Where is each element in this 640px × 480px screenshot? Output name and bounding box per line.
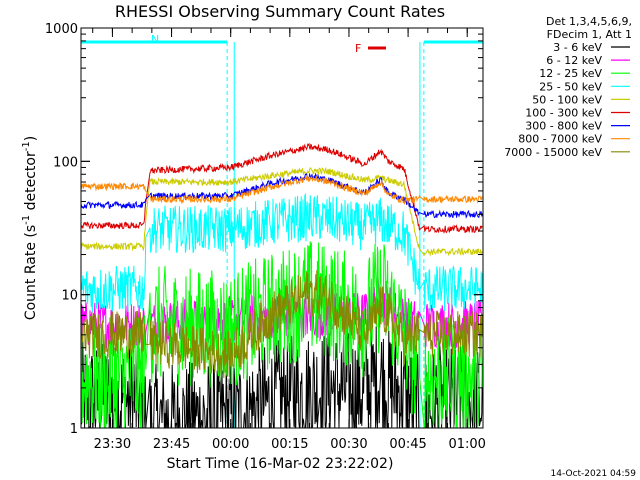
legend-label: 100 - 300 keV	[525, 107, 602, 120]
y-tick-label: 1	[70, 422, 78, 437]
legend-label: 6 - 12 keV	[546, 54, 602, 67]
legend: Det 1,3,4,5,6,9,FDecim 1, Att 13 - 6 keV…	[504, 15, 632, 159]
series-7000-15000-kev	[81, 270, 483, 379]
night-marker: N	[151, 33, 159, 46]
legend-header: Det 1,3,4,5,6,9,	[546, 15, 632, 28]
series-line	[81, 241, 483, 428]
y-tick-label: 1000	[45, 22, 78, 37]
x-tick-label: 00:45	[389, 437, 426, 452]
series-25-50-kev	[81, 192, 483, 313]
x-tick-label: 00:00	[212, 437, 249, 452]
legend-label: 7000 - 15000 keV	[504, 146, 602, 159]
legend-header: FDecim 1, Att 1	[547, 28, 632, 41]
timestamp: 14-Oct-2021 04:59	[551, 469, 637, 479]
x-tick-label: 01:00	[448, 437, 485, 452]
chart-title: RHESSI Observing Summary Count Rates	[115, 2, 445, 21]
x-tick-label: 00:30	[330, 437, 367, 452]
series-12-25-kev	[81, 241, 483, 428]
plot-frame	[80, 27, 484, 429]
x-axis-label: Start Time (16-Mar-02 23:22:02)	[167, 456, 394, 472]
legend-label: 3 - 6 keV	[553, 41, 602, 54]
x-axis: 23:30 23:45 00:00 00:15 00:30 00:45 01:00	[92, 28, 486, 452]
x-tick-label: 23:45	[153, 437, 190, 452]
legend-label: 800 - 7000 keV	[518, 133, 602, 146]
series-layer	[81, 142, 483, 428]
y-axis-label: Count Rate (s-1 detector-1)	[21, 136, 39, 320]
series-100-300-kev	[81, 142, 483, 235]
y-tick-label: 10	[61, 289, 78, 304]
x-tick-label: 23:30	[94, 437, 131, 452]
series-line	[81, 166, 483, 257]
x-tick-label: 00:15	[271, 437, 308, 452]
legend-label: 12 - 25 keV	[539, 67, 602, 80]
series-line	[81, 270, 483, 379]
flare-marker-label: F	[355, 42, 361, 55]
series-line	[81, 142, 483, 235]
flare-marker: F	[355, 42, 386, 55]
legend-label: 50 - 100 keV	[532, 93, 602, 106]
series-line	[81, 175, 483, 206]
legend-label: 25 - 50 keV	[539, 80, 602, 93]
series-800-7000-kev	[81, 175, 483, 206]
y-tick-label: 100	[53, 155, 78, 170]
legend-label: 300 - 800 keV	[525, 120, 602, 133]
series-line	[81, 192, 483, 313]
y-axis: 1 10 100 1000	[45, 22, 483, 437]
series-50-100-kev	[81, 166, 483, 257]
